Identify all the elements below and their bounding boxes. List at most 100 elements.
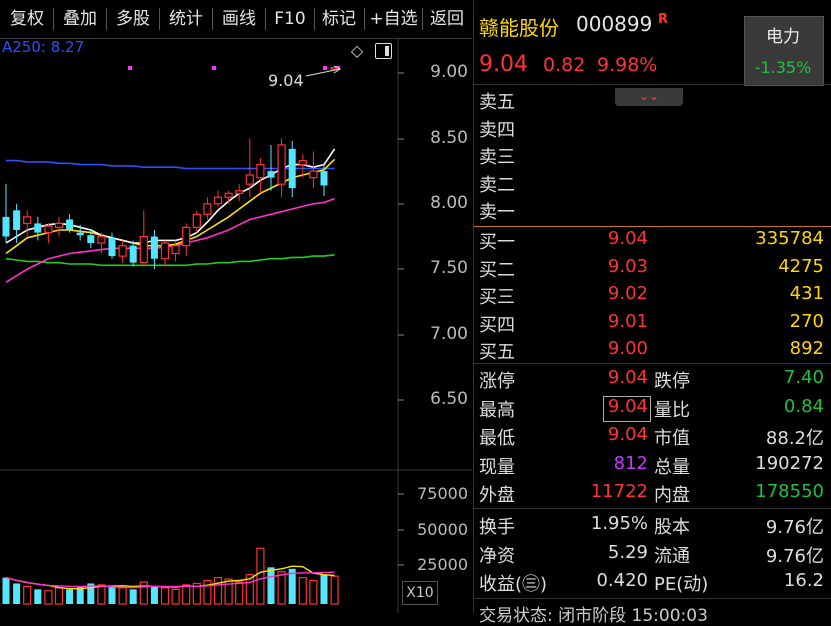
ask-label: 卖三 bbox=[479, 147, 515, 168]
toolbar-button-6[interactable]: 标记 bbox=[322, 9, 356, 29]
price-tick-label: 8.00 bbox=[430, 193, 468, 213]
trade-status: 交易状态: 闭市阶段 15:00:03 bbox=[479, 606, 708, 626]
toolbar-button-4[interactable]: 画线 bbox=[222, 9, 256, 29]
stat-label: 总量 bbox=[654, 456, 690, 478]
price-tick-label: 7.50 bbox=[430, 258, 468, 278]
volume-bar-up bbox=[139, 581, 148, 605]
stat-value: 9.76亿 bbox=[765, 545, 824, 567]
volume-bar-up bbox=[192, 582, 201, 605]
stat-value: 0.420 bbox=[596, 570, 648, 591]
toolbar-button-2[interactable]: 多股 bbox=[116, 9, 150, 29]
stat-value: 190272 bbox=[755, 452, 824, 474]
bid-volume: 431 bbox=[789, 283, 824, 304]
volume-bar-down bbox=[129, 589, 137, 604]
price-change-pct: 9.98% bbox=[597, 54, 658, 76]
toolbar-button-0[interactable]: 复权 bbox=[10, 9, 44, 29]
kline-chart[interactable]: 9.04 bbox=[0, 0, 472, 613]
limit-marker bbox=[212, 66, 216, 70]
toolbar-separator bbox=[314, 8, 315, 30]
price-change: 0.82 bbox=[543, 54, 586, 76]
stat-value: 1.95% bbox=[590, 513, 648, 534]
stat-label: 跌停 bbox=[654, 371, 690, 392]
volume-bar-up bbox=[213, 576, 223, 605]
candle-body-down bbox=[288, 148, 296, 189]
volume-bar-up bbox=[23, 585, 32, 605]
limit-marker bbox=[128, 66, 132, 70]
price-tick-label: 6.50 bbox=[430, 389, 468, 409]
volume-bar-up bbox=[330, 575, 339, 605]
stat-label: 内盘 bbox=[654, 485, 690, 506]
volume-bar-up bbox=[171, 588, 180, 605]
collapse-chevron-icon[interactable]: ⌄⌄ bbox=[615, 88, 683, 106]
volume-bar-up bbox=[277, 571, 286, 605]
divider bbox=[474, 508, 831, 509]
bid-volume: 270 bbox=[789, 310, 824, 332]
candle-body-down bbox=[13, 210, 21, 230]
volume-bar-down bbox=[288, 568, 296, 604]
volume-bar-up bbox=[256, 547, 265, 605]
volume-bar-down bbox=[2, 577, 10, 604]
stat-label: 量比 bbox=[654, 399, 690, 421]
last-price-arrow bbox=[305, 68, 341, 77]
stat-label: 现量 bbox=[479, 456, 515, 478]
stat-label: 市值 bbox=[654, 428, 690, 449]
stat-value: 5.29 bbox=[607, 541, 648, 563]
current-price: 9.04 bbox=[479, 52, 528, 77]
candle-body-up bbox=[213, 196, 223, 205]
toolbar-button-1[interactable]: 叠加 bbox=[63, 9, 97, 29]
candle-body-down bbox=[34, 223, 42, 233]
volume-bar-up bbox=[298, 576, 307, 605]
volume-bar-up bbox=[224, 578, 233, 605]
volume-tick-label: 25000 bbox=[417, 555, 468, 574]
margin-badge: R bbox=[658, 12, 669, 27]
volume-bar-up bbox=[203, 579, 212, 605]
volume-bar-down bbox=[87, 583, 95, 604]
stat-label: 最低 bbox=[479, 428, 515, 449]
stock-name: 赣能股份 bbox=[479, 16, 559, 40]
candle-body-down bbox=[108, 237, 116, 257]
volume-bar-up bbox=[309, 579, 318, 605]
volume-bar-up bbox=[182, 584, 191, 605]
toolbar-separator bbox=[364, 8, 365, 30]
stat-label: 股本 bbox=[654, 517, 690, 538]
bid-price: 9.04 bbox=[607, 228, 648, 249]
candle-body-up bbox=[54, 222, 64, 228]
sector-box[interactable] bbox=[744, 16, 824, 86]
candle-body-up bbox=[298, 160, 307, 166]
candle-body-up bbox=[277, 144, 286, 185]
bid-label: 买四 bbox=[479, 314, 515, 336]
high-value-highlight bbox=[603, 396, 651, 422]
quote-panel bbox=[473, 0, 831, 613]
price-tick-label: 8.50 bbox=[430, 128, 468, 148]
stock-code: 000899 bbox=[576, 12, 653, 36]
volume-bar-down bbox=[66, 589, 74, 604]
candle-body-up bbox=[139, 235, 148, 264]
toolbar-separator bbox=[212, 8, 213, 30]
ask-label: 卖二 bbox=[479, 174, 515, 196]
zoom-label[interactable]: X10 bbox=[402, 581, 438, 605]
toolbar-button-8[interactable]: 返回 bbox=[430, 9, 464, 29]
candle-body-down bbox=[320, 171, 328, 186]
toolbar-button-5[interactable]: F10 bbox=[274, 9, 306, 29]
bid-label: 买二 bbox=[479, 259, 515, 281]
diamond-icon[interactable]: ◇ bbox=[350, 41, 364, 60]
stat-label: 最高 bbox=[479, 399, 515, 421]
ma-line-green bbox=[5, 254, 335, 267]
stat-label: 外盘 bbox=[479, 485, 515, 506]
volume-bar-up bbox=[97, 584, 106, 605]
last-price-annotation: 9.04 bbox=[268, 71, 304, 90]
volume-bar-down bbox=[320, 574, 328, 604]
candle-body-up bbox=[203, 203, 212, 215]
toolbar-button-3[interactable]: 统计 bbox=[169, 9, 203, 29]
volume-bar-up bbox=[118, 587, 127, 605]
volume-bar-down bbox=[34, 589, 42, 604]
toolbar-button-7[interactable]: +自选 bbox=[369, 9, 418, 29]
panel-toggle-icon[interactable] bbox=[375, 43, 392, 59]
stat-value: 11722 bbox=[590, 481, 648, 502]
toolbar-separator bbox=[53, 8, 54, 30]
stat-value: 9.04 bbox=[607, 424, 648, 445]
volume-bar-down bbox=[150, 586, 158, 604]
stat-value: 9.76亿 bbox=[765, 517, 824, 538]
stat-label: 换手 bbox=[479, 517, 515, 538]
candle-body-down bbox=[66, 219, 74, 230]
